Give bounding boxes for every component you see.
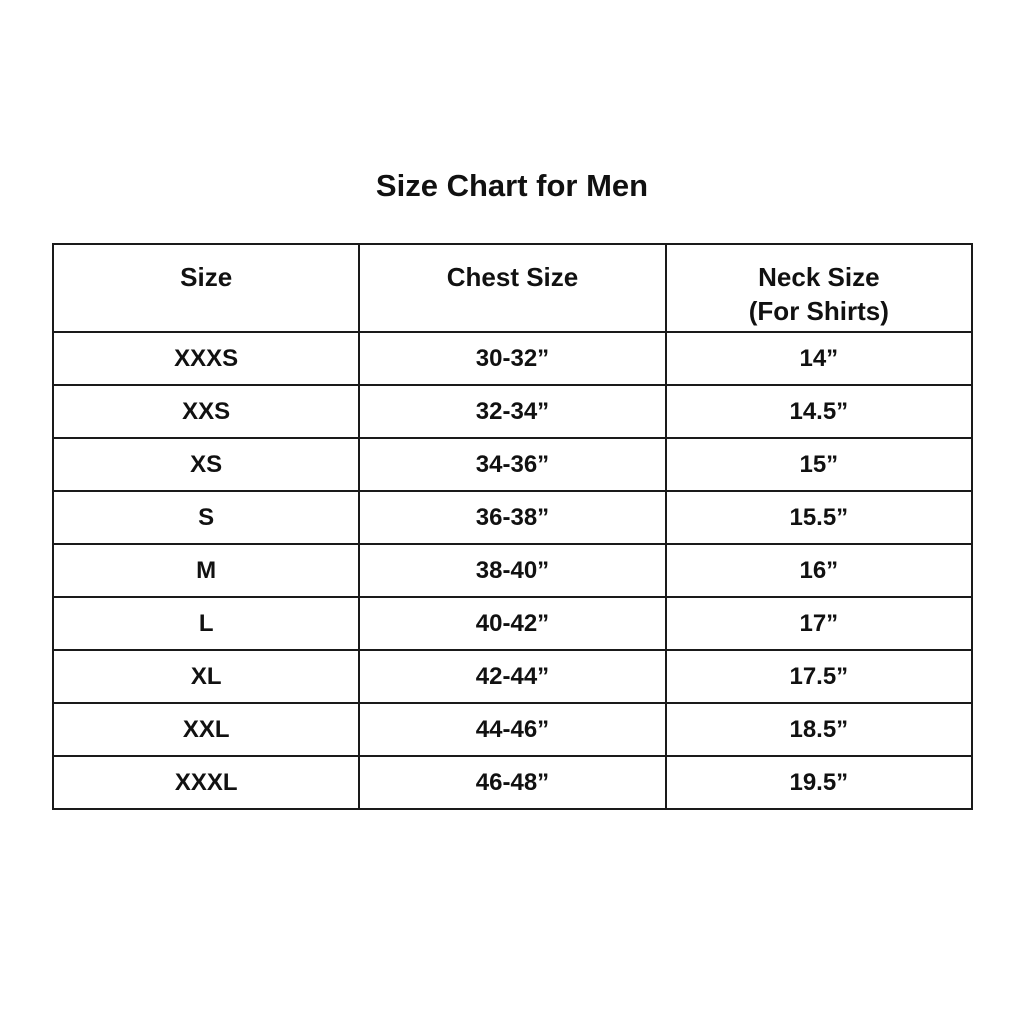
header-label: Size <box>180 262 233 292</box>
chest-size-cell: 40-42” <box>358 596 667 651</box>
neck-size-cell: 15” <box>664 437 974 492</box>
header-neck-size: Neck Size (For Shirts) <box>664 243 974 333</box>
size-cell: M <box>51 543 361 598</box>
size-cell: S <box>51 490 361 545</box>
table-row: XXXS 30-32” 14” <box>51 331 974 386</box>
table-row: S 36-38” 15.5” <box>51 490 974 545</box>
size-cell: XXXS <box>51 331 361 386</box>
header-label: Neck Size <box>758 262 880 292</box>
size-cell: XXS <box>51 384 361 439</box>
chest-size-cell: 38-40” <box>358 543 667 598</box>
neck-size-cell: 17” <box>664 596 974 651</box>
chest-size-cell: 34-36” <box>358 437 667 492</box>
chest-size-cell: 32-34” <box>358 384 667 439</box>
table-row: XXL 44-46” 18.5” <box>51 702 974 757</box>
table-row: XL 42-44” 17.5” <box>51 649 974 704</box>
size-cell: XS <box>51 437 361 492</box>
neck-size-cell: 15.5” <box>664 490 974 545</box>
table-row: XXS 32-34” 14.5” <box>51 384 974 439</box>
table-row: XXXL 46-48” 19.5” <box>51 755 974 810</box>
size-cell: XXXL <box>51 755 361 810</box>
neck-size-cell: 16” <box>664 543 974 598</box>
table-row: M 38-40” 16” <box>51 543 974 598</box>
chest-size-cell: 46-48” <box>358 755 667 810</box>
header-sublabel: (For Shirts) <box>748 296 889 326</box>
size-cell: L <box>51 596 361 651</box>
header-chest-size: Chest Size <box>358 243 667 333</box>
header-label: Chest Size <box>446 262 579 292</box>
neck-size-cell: 17.5” <box>664 649 974 704</box>
page-title: Size Chart for Men <box>375 168 649 203</box>
neck-size-cell: 14” <box>664 331 974 386</box>
neck-size-cell: 18.5” <box>664 702 974 757</box>
header-row: Size Chest Size Neck Size (For Shirts) <box>51 243 974 333</box>
header-size: Size <box>51 243 361 333</box>
table-row: L 40-42” 17” <box>51 596 974 651</box>
chest-size-cell: 42-44” <box>358 649 667 704</box>
neck-size-cell: 19.5” <box>664 755 974 810</box>
size-cell: XL <box>51 649 361 704</box>
chest-size-cell: 36-38” <box>358 490 667 545</box>
neck-size-cell: 14.5” <box>664 384 974 439</box>
size-cell: XXL <box>51 702 361 757</box>
size-chart-table: Size Chest Size Neck Size (For Shirts) XX… <box>51 243 974 810</box>
chest-size-cell: 30-32” <box>358 331 667 386</box>
table-row: XS 34-36” 15” <box>51 437 974 492</box>
chest-size-cell: 44-46” <box>358 702 667 757</box>
